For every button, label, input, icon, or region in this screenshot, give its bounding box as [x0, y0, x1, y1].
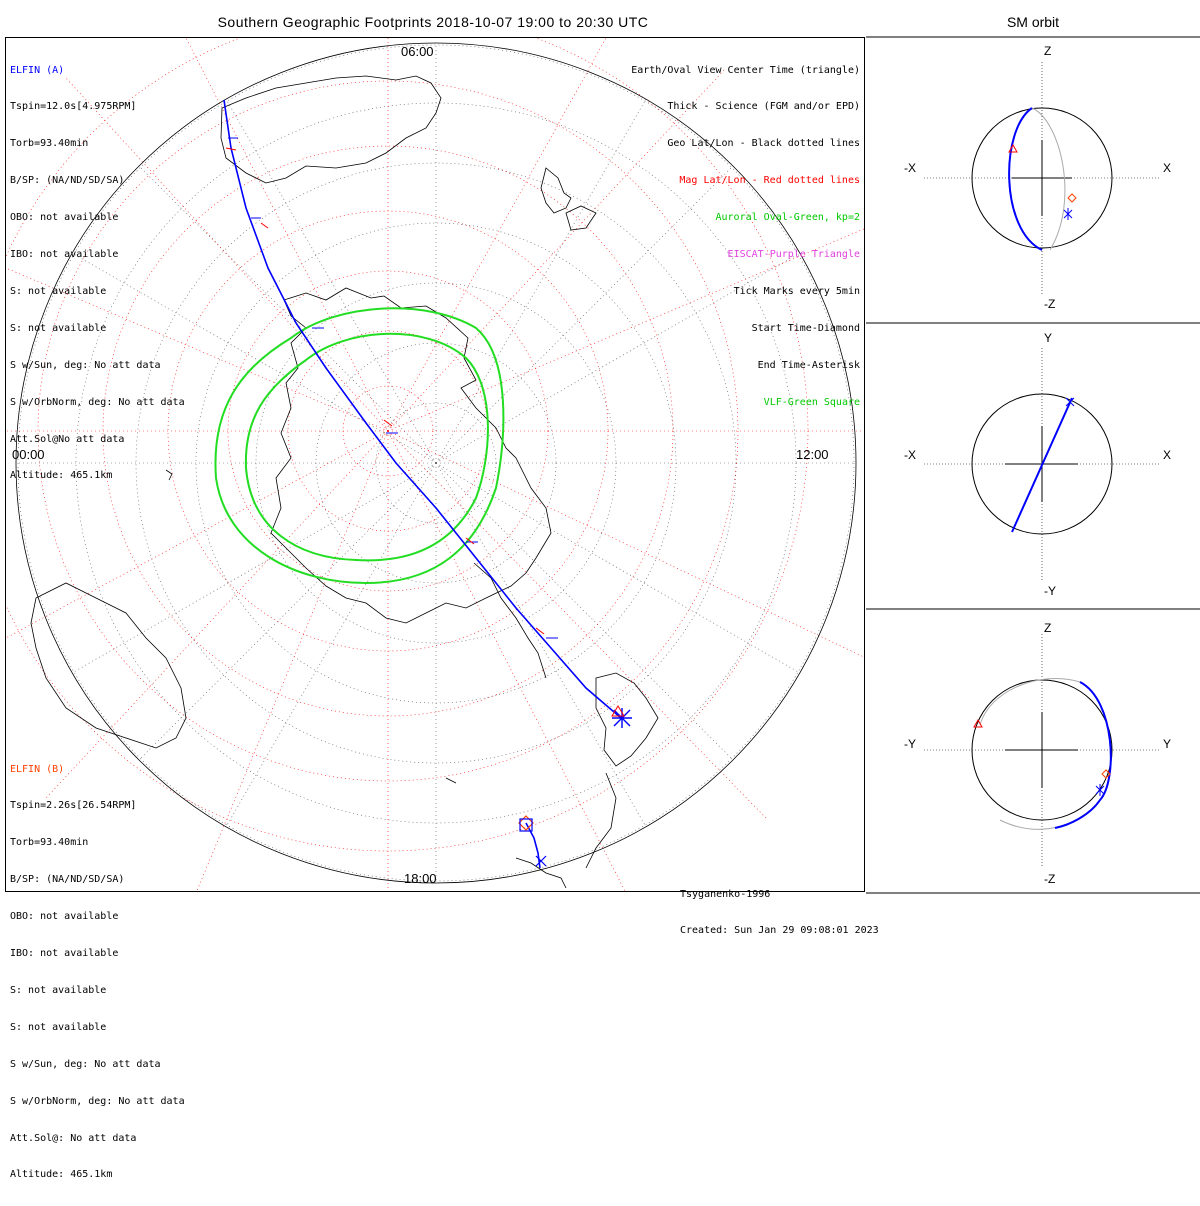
yz-top-label: Z	[1044, 621, 1052, 635]
xy-left-label: -X	[904, 448, 916, 462]
end-marker	[612, 708, 632, 728]
legend-item: Start Time-Diamond	[751, 322, 860, 334]
elfin-a-line: Torb=93.40min	[10, 138, 89, 150]
elfin-b-line: B/SP: (NA/ND/SD/SA)	[10, 874, 125, 886]
sm-panel-yz	[924, 634, 1160, 866]
yz-left-label: -Y	[904, 737, 916, 751]
legend-item: Tick Marks every 5min	[733, 285, 860, 297]
legend-item: VLF-Green Square	[763, 396, 860, 408]
sm-panel-xy	[924, 348, 1160, 580]
legend-item: End Time-Asterisk	[757, 359, 860, 371]
elfin-b-line: S w/OrbNorm, deg: No att data	[10, 1095, 185, 1107]
elfin-b-name: ELFIN (B)	[10, 763, 65, 775]
map-label-left: 00:00	[12, 447, 45, 462]
start-marker-b	[518, 815, 534, 831]
elfin-a-line: S: not available	[10, 322, 107, 334]
xz-left-label: -X	[904, 161, 916, 175]
xz-bottom-label: -Z	[1044, 297, 1056, 311]
legend: Earth/Oval View Center Time (triangle) T…	[631, 40, 860, 434]
footprint-map-panel: ELFIN (A) Tspin=12.0s[4.975RPM] Torb=93.…	[5, 37, 879, 1180]
footprint-map	[6, 38, 864, 891]
xy-right-label: X	[1163, 448, 1172, 462]
xz-right-label: X	[1163, 161, 1172, 175]
legend-item: Mag Lat/Lon - Red dotted lines	[679, 175, 860, 187]
elfin-b-info: ELFIN (B) Tspin=2.26s[26.54RPM] Torb=93.…	[10, 739, 185, 1206]
yz-right-label: Y	[1163, 737, 1172, 751]
elfin-a-name: ELFIN (A)	[10, 64, 65, 76]
mag-ticks	[225, 147, 545, 635]
elfin-b-line: Att.Sol@: No att data	[10, 1132, 137, 1144]
elfin-b-line: S: not available	[10, 1021, 107, 1033]
footer-info: Tsyganenko-1996 Created: Sun Jan 29 09:0…	[680, 864, 879, 962]
plot-title: Southern Geographic Footprints 2018-10-0…	[217, 14, 649, 30]
elfin-b-line: Altitude: 465.1km	[10, 1169, 113, 1181]
view-center-triangle	[611, 705, 625, 717]
elfin-a-info: ELFIN (A) Tspin=12.0s[4.975RPM] Torb=93.…	[10, 40, 185, 507]
elfin-a-line: Tspin=12.0s[4.975RPM]	[10, 101, 137, 113]
earth-limb	[15, 42, 857, 884]
elfin-a-line: S w/Sun, deg: No att data	[10, 359, 161, 371]
legend-item: Earth/Oval View Center Time (triangle)	[631, 64, 860, 76]
xy-bottom-label: -Y	[1044, 584, 1056, 598]
map-label-bottom: 18:00	[404, 871, 437, 886]
mag-grid	[6, 38, 864, 891]
elfin-b-line: S: not available	[10, 984, 107, 996]
elfin-a-line: S: not available	[10, 285, 107, 297]
xz-top-label: Z	[1044, 44, 1052, 58]
sm-panel-xz	[924, 62, 1160, 295]
elfin-b-line: S w/Sun, deg: No att data	[10, 1058, 161, 1070]
elfin-a-line: OBO: not available	[10, 212, 119, 224]
elfin-a-line: Altitude: 465.1km	[10, 470, 113, 482]
elfin-b-line: Tspin=2.26s[26.54RPM]	[10, 800, 137, 812]
map-label-top: 06:00	[401, 44, 434, 59]
elfin-b-track	[525, 822, 541, 869]
xy-top-label: Y	[1044, 331, 1053, 345]
elfin-b-line: Torb=93.40min	[10, 837, 89, 849]
elfin-b-line: OBO: not available	[10, 911, 119, 923]
elfin-a-line: S w/OrbNorm, deg: No att data	[10, 396, 185, 408]
yz-bottom-label: -Z	[1044, 872, 1056, 886]
elfin-a-line: IBO: not available	[10, 249, 119, 261]
geo-grid	[16, 43, 856, 883]
elfin-a-line: B/SP: (NA/ND/SD/SA)	[10, 175, 125, 187]
map-label-right: 12:00	[796, 447, 829, 462]
auroral-oval	[214, 307, 505, 585]
elfin-a-track	[223, 99, 622, 719]
end-marker-b	[519, 818, 547, 867]
legend-item: EISCAT-Purple Triangle	[727, 249, 860, 261]
legend-item: Thick - Science (FGM and/or EPD)	[667, 101, 860, 113]
created-timestamp: Created: Sun Jan 29 09:08:01 2023	[680, 925, 879, 937]
sm-orbit-title: SM orbit	[1006, 14, 1060, 30]
model-name: Tsyganenko-1996	[680, 888, 771, 900]
legend-item: Geo Lat/Lon - Black dotted lines	[667, 138, 860, 150]
legend-item: Auroral Oval-Green, kp=2	[715, 212, 861, 224]
elfin-a-line: Att.Sol@No att data	[10, 433, 125, 445]
elfin-b-line: IBO: not available	[10, 948, 119, 960]
